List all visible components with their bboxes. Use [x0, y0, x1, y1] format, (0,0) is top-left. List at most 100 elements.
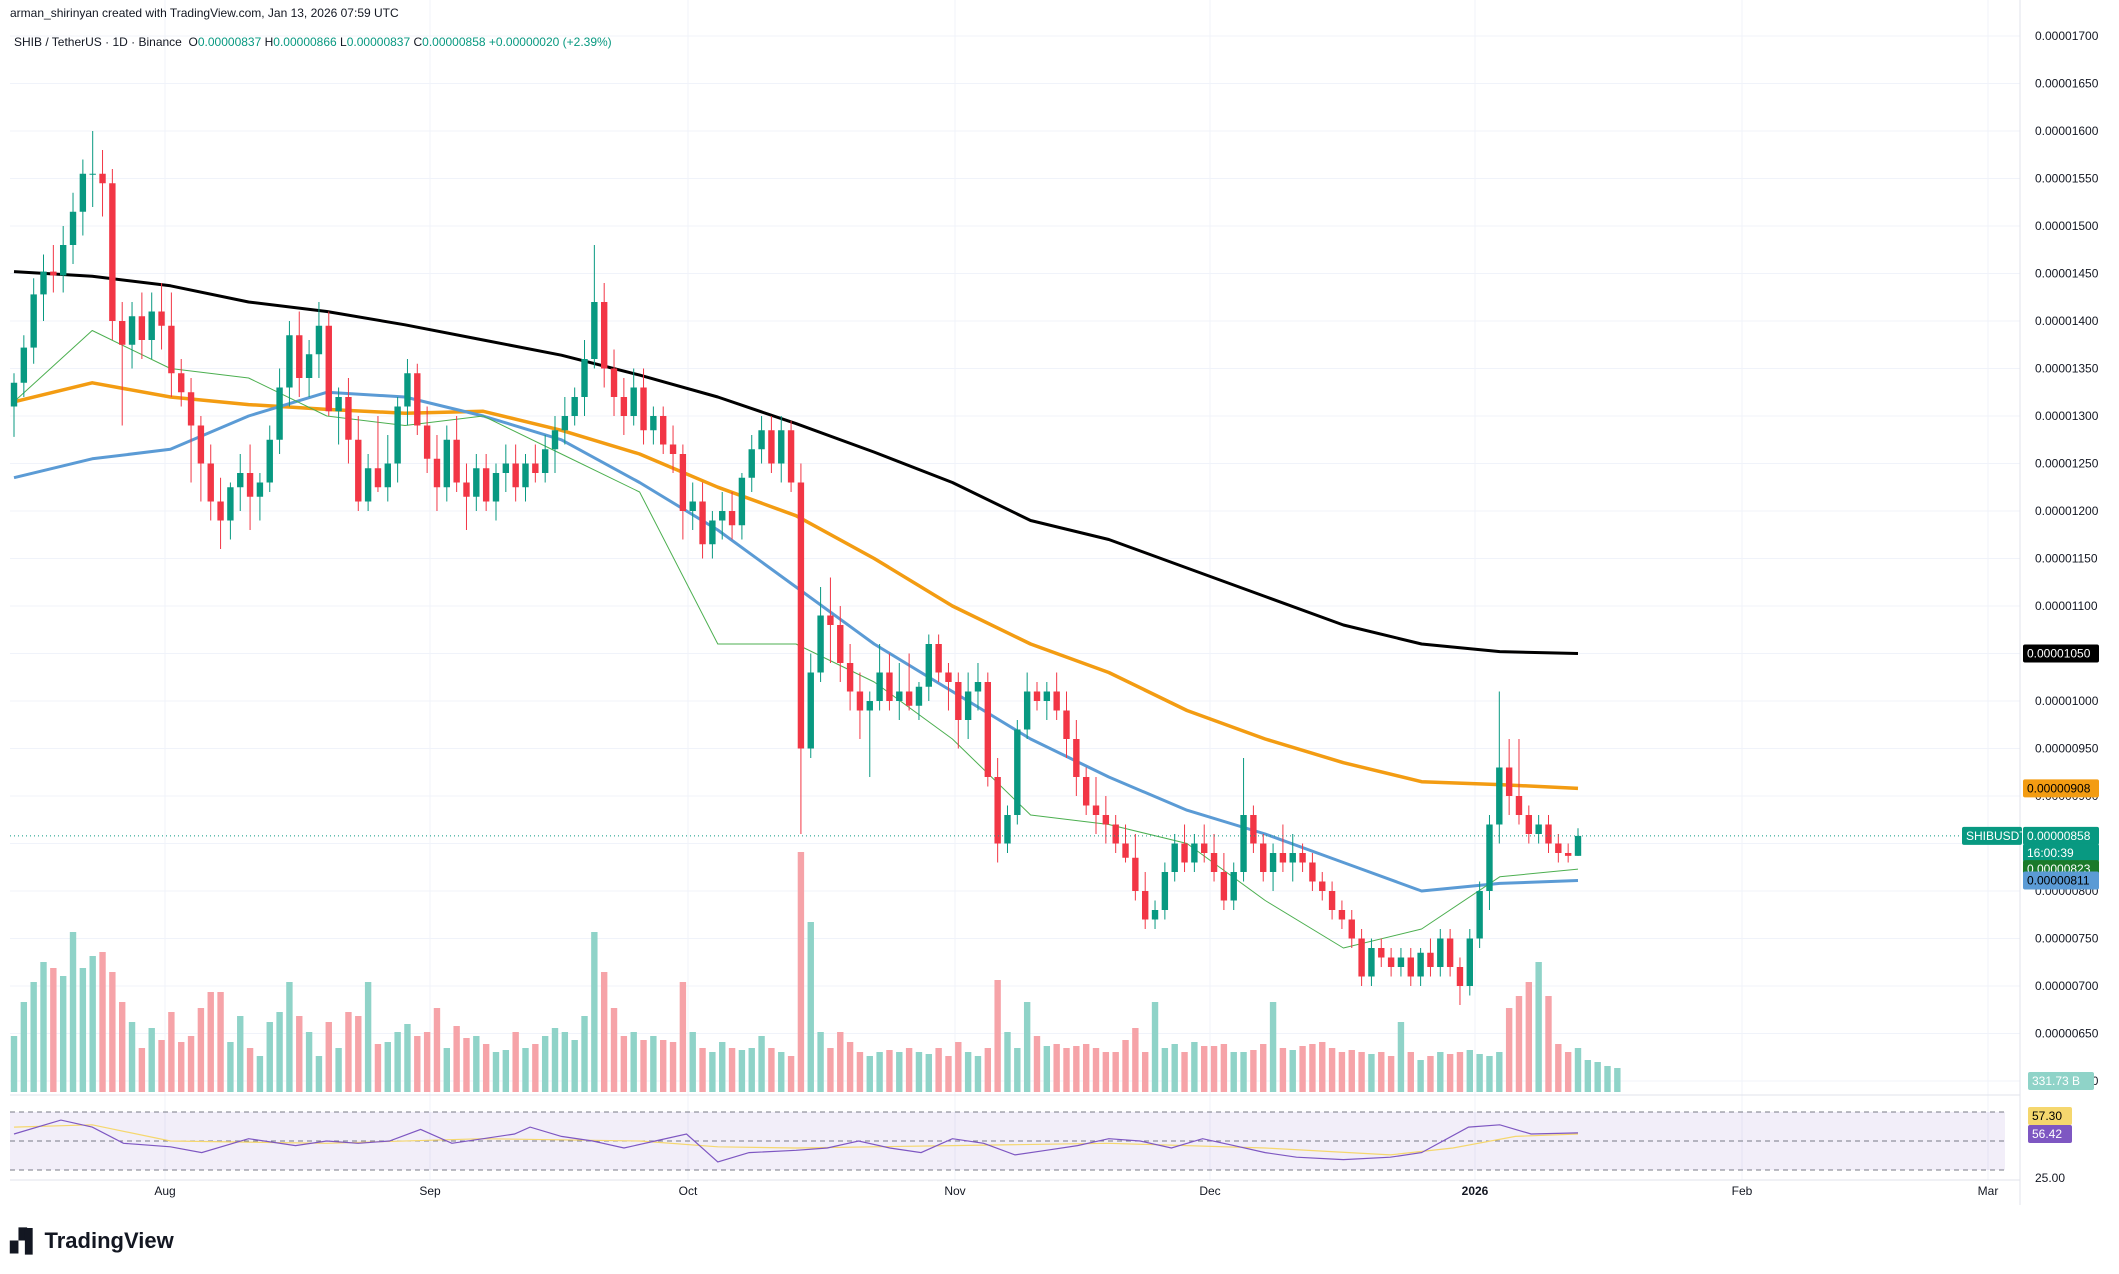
candle-body[interactable]: [1368, 948, 1375, 977]
candle-body[interactable]: [1437, 938, 1444, 968]
candle-body[interactable]: [512, 463, 519, 488]
candle-body[interactable]: [1456, 967, 1464, 986]
candle-body[interactable]: [1250, 815, 1257, 844]
candle-body[interactable]: [541, 449, 549, 473]
candle-body[interactable]: [925, 644, 932, 687]
candle-body[interactable]: [846, 663, 854, 692]
candle-body[interactable]: [1033, 691, 1041, 702]
candle-body[interactable]: [217, 501, 224, 521]
candle-body[interactable]: [502, 463, 510, 474]
candle-body[interactable]: [1112, 824, 1119, 844]
candle-body[interactable]: [394, 406, 401, 464]
candle-body[interactable]: [1417, 952, 1424, 977]
candle-body[interactable]: [856, 691, 864, 711]
candle-body[interactable]: [699, 501, 706, 545]
candle-body[interactable]: [728, 511, 736, 526]
candle-body[interactable]: [1201, 843, 1208, 854]
candle-body[interactable]: [355, 439, 362, 502]
candle-body[interactable]: [915, 686, 923, 706]
candle-body[interactable]: [1338, 910, 1346, 920]
candle-body[interactable]: [768, 430, 775, 464]
candle-body[interactable]: [10, 382, 18, 407]
candle-body[interactable]: [1161, 872, 1169, 910]
candle-body[interactable]: [187, 392, 195, 426]
candle-body[interactable]: [1427, 952, 1434, 967]
candle-body[interactable]: [964, 691, 972, 721]
candle-body[interactable]: [600, 302, 608, 369]
candle-body[interactable]: [748, 449, 755, 478]
candle-body[interactable]: [1505, 767, 1513, 797]
candle-body[interactable]: [1387, 957, 1395, 968]
candle-body[interactable]: [797, 482, 805, 749]
candle-body[interactable]: [364, 468, 372, 502]
candle-body[interactable]: [837, 625, 844, 663]
candle-body[interactable]: [276, 387, 283, 440]
candle-body[interactable]: [246, 473, 254, 497]
candle-body[interactable]: [807, 672, 814, 749]
candle-body[interactable]: [138, 316, 146, 340]
candle-body[interactable]: [866, 701, 873, 711]
candle-body[interactable]: [827, 615, 834, 626]
candle-body[interactable]: [207, 463, 214, 502]
candle-body[interactable]: [1397, 957, 1405, 968]
candle-body[interactable]: [1348, 919, 1355, 939]
candle-body[interactable]: [1063, 710, 1070, 740]
candle-body[interactable]: [473, 468, 480, 497]
candle-body[interactable]: [1328, 891, 1336, 910]
candle-body[interactable]: [1073, 739, 1080, 777]
candle-body[interactable]: [59, 245, 67, 276]
candle-body[interactable]: [50, 271, 57, 276]
candle-body[interactable]: [463, 482, 470, 497]
candle-body[interactable]: [1378, 948, 1385, 958]
candle-body[interactable]: [158, 311, 165, 326]
candle-body[interactable]: [69, 211, 77, 245]
candle-body[interactable]: [1171, 843, 1178, 873]
candle-body[interactable]: [1466, 938, 1473, 987]
candle-body[interactable]: [374, 468, 382, 488]
candle-body[interactable]: [709, 520, 716, 545]
candle-body[interactable]: [325, 325, 332, 412]
candle-body[interactable]: [876, 672, 883, 702]
candle-body[interactable]: [1053, 691, 1060, 711]
candle-body[interactable]: [1004, 815, 1011, 844]
candle-body[interactable]: [532, 463, 539, 474]
candle-body[interactable]: [610, 368, 618, 398]
candle-body[interactable]: [404, 373, 411, 407]
candle-body[interactable]: [384, 463, 391, 488]
candle-body[interactable]: [886, 672, 893, 702]
candle-body[interactable]: [1299, 853, 1306, 863]
candle-body[interactable]: [935, 644, 942, 673]
candle-body[interactable]: [1545, 824, 1552, 844]
candle-body[interactable]: [1515, 796, 1523, 815]
candle-body[interactable]: [896, 691, 903, 702]
candle-body[interactable]: [1555, 843, 1562, 854]
candle-body[interactable]: [178, 373, 185, 393]
candle-body[interactable]: [109, 183, 116, 321]
candle-body[interactable]: [778, 430, 785, 464]
candle-body[interactable]: [1141, 891, 1149, 920]
symbol-description[interactable]: SHIB / TetherUS · 1D · Binance: [14, 35, 182, 49]
candle-body[interactable]: [453, 439, 460, 483]
candle-body[interactable]: [305, 354, 313, 378]
candle-body[interactable]: [168, 325, 175, 374]
candle-body[interactable]: [1181, 843, 1188, 863]
candle-body[interactable]: [817, 615, 824, 673]
candle-body[interactable]: [315, 325, 323, 355]
candle-body[interactable]: [1132, 857, 1139, 891]
candle-body[interactable]: [650, 416, 657, 431]
candle-body[interactable]: [787, 430, 795, 483]
candle-body[interactable]: [620, 397, 628, 416]
candle-body[interactable]: [335, 397, 342, 412]
candle-body[interactable]: [719, 511, 726, 521]
candle-body[interactable]: [1309, 862, 1316, 882]
candle-body[interactable]: [1525, 815, 1533, 834]
candle-body[interactable]: [345, 397, 352, 440]
candle-body[interactable]: [1122, 843, 1129, 858]
candle-body[interactable]: [1476, 891, 1483, 939]
candle-body[interactable]: [591, 302, 598, 359]
candle-body[interactable]: [551, 430, 559, 450]
candle-body[interactable]: [237, 473, 244, 488]
candle-body[interactable]: [1023, 691, 1031, 730]
candle-body[interactable]: [1043, 691, 1051, 702]
